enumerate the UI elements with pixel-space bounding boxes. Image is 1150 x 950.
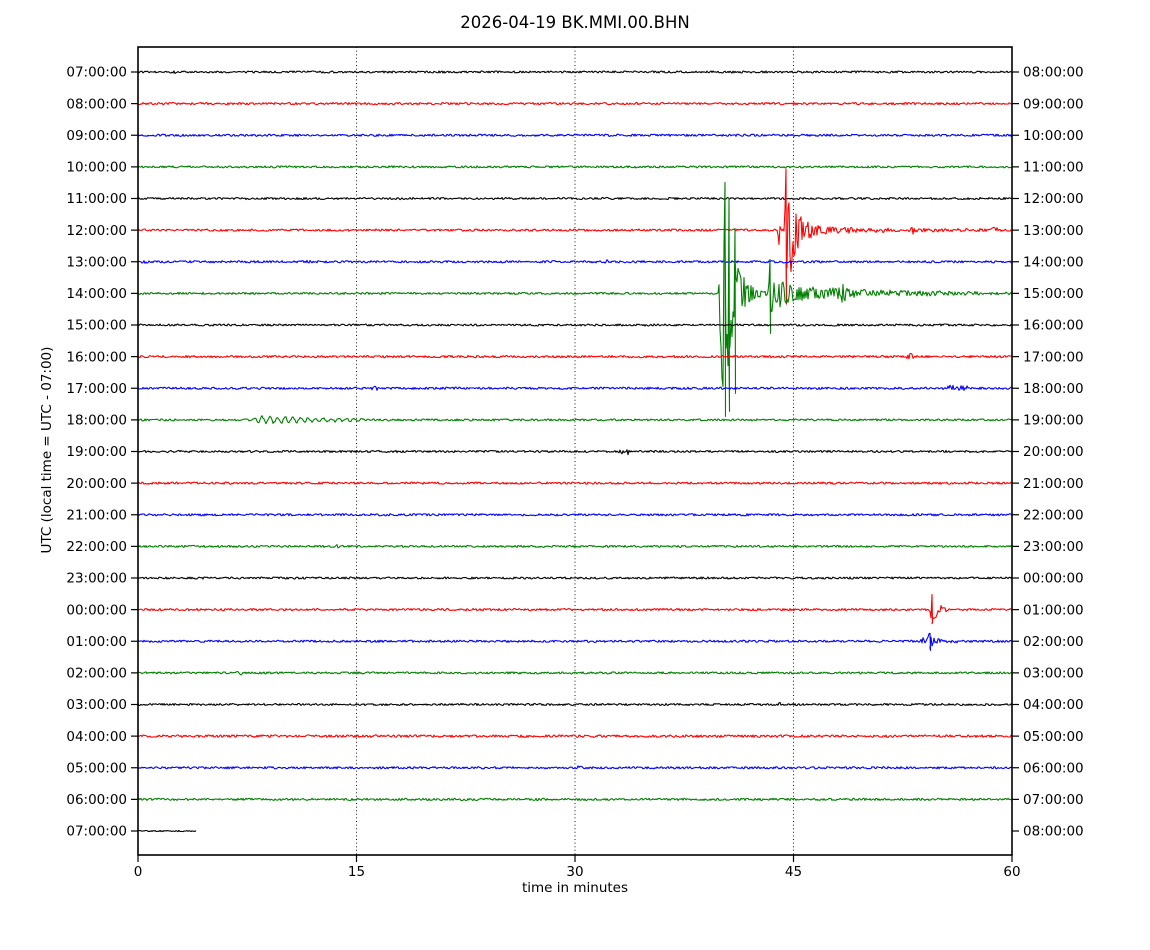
x-tick-label: 15	[348, 864, 365, 880]
utc-time-label: 16:00:00	[66, 349, 127, 365]
trace-line	[137, 101, 1013, 106]
trace-line	[138, 481, 1013, 485]
x-tick-label: 45	[785, 864, 802, 880]
local-time-label: 23:00:00	[1023, 539, 1084, 555]
local-time-label: 20:00:00	[1023, 444, 1084, 460]
local-time-label: 12:00:00	[1023, 191, 1084, 207]
utc-time-label: 19:00:00	[66, 444, 127, 460]
local-time-label: 09:00:00	[1023, 96, 1084, 112]
trace-line	[137, 632, 1013, 651]
local-time-label: 08:00:00	[1023, 65, 1084, 81]
local-time-label: 10:00:00	[1023, 128, 1084, 144]
utc-time-label: 14:00:00	[66, 286, 127, 302]
trace-line	[137, 449, 1013, 456]
local-time-label: 03:00:00	[1023, 666, 1084, 682]
trace-line	[137, 70, 1013, 75]
utc-time-label: 15:00:00	[66, 318, 127, 334]
local-time-label: 00:00:00	[1023, 571, 1084, 587]
utc-time-label: 13:00:00	[66, 254, 127, 270]
local-time-label: 05:00:00	[1023, 729, 1084, 745]
trace-line	[137, 765, 1013, 770]
trace-line	[137, 829, 197, 833]
x-axis-label: time in minutes	[521, 880, 629, 896]
local-time-label: 13:00:00	[1023, 223, 1084, 239]
local-time-label: 16:00:00	[1023, 318, 1084, 334]
trace-line	[137, 797, 1013, 802]
local-time-label: 14:00:00	[1023, 254, 1084, 270]
local-time-label: 11:00:00	[1023, 160, 1084, 176]
trace-line	[138, 594, 1013, 625]
trace-line	[137, 165, 1013, 169]
trace-line	[137, 133, 1013, 137]
trace-line	[137, 670, 1013, 676]
trace-line	[137, 181, 1013, 417]
local-time-label: 04:00:00	[1023, 697, 1084, 713]
local-time-label: 06:00:00	[1023, 760, 1084, 776]
local-time-label: 18:00:00	[1023, 381, 1084, 397]
utc-time-label: 11:00:00	[66, 191, 127, 207]
local-time-label: 07:00:00	[1023, 792, 1084, 808]
trace-line	[137, 701, 1013, 707]
x-tick-label: 30	[566, 864, 583, 880]
utc-time-label: 02:00:00	[66, 666, 127, 682]
utc-time-label: 07:00:00	[66, 824, 127, 840]
trace-line	[137, 259, 1013, 264]
trace-line	[137, 734, 1013, 738]
utc-time-label: 01:00:00	[66, 634, 127, 650]
trace-line	[137, 576, 1013, 580]
utc-time-label: 17:00:00	[66, 381, 127, 397]
local-time-label: 15:00:00	[1023, 286, 1084, 302]
utc-time-label: 00:00:00	[66, 602, 127, 618]
utc-time-label: 23:00:00	[66, 571, 127, 587]
utc-time-label: 12:00:00	[66, 223, 127, 239]
utc-time-label: 06:00:00	[66, 792, 127, 808]
trace-line	[137, 323, 1013, 327]
utc-time-label: 20:00:00	[66, 476, 127, 492]
local-time-label: 17:00:00	[1023, 349, 1084, 365]
local-time-label: 02:00:00	[1023, 634, 1084, 650]
trace-line	[137, 384, 1012, 391]
utc-time-label: 07:00:00	[66, 65, 127, 81]
trace-line	[137, 415, 1013, 425]
local-time-label: 01:00:00	[1023, 602, 1084, 618]
utc-time-label: 03:00:00	[66, 697, 127, 713]
x-tick-label: 0	[134, 864, 143, 880]
x-tick-label: 60	[1003, 864, 1020, 880]
utc-time-label: 04:00:00	[66, 729, 127, 745]
trace-line	[137, 513, 1013, 517]
local-time-label: 21:00:00	[1023, 476, 1084, 492]
utc-time-label: 10:00:00	[66, 160, 127, 176]
local-time-label: 08:00:00	[1023, 824, 1084, 840]
trace-line	[137, 196, 1013, 201]
utc-time-label: 22:00:00	[66, 539, 127, 555]
trace-line	[137, 544, 1012, 549]
utc-time-label: 18:00:00	[66, 413, 127, 429]
local-time-label: 22:00:00	[1023, 507, 1084, 523]
trace-line	[137, 168, 1013, 305]
local-time-label: 19:00:00	[1023, 413, 1084, 429]
utc-time-label: 21:00:00	[66, 507, 127, 523]
utc-time-label: 09:00:00	[66, 128, 127, 144]
chart-title: 2026-04-19 BK.MMI.00.BHN	[460, 13, 690, 32]
trace-line	[137, 352, 1013, 360]
utc-time-label: 05:00:00	[66, 760, 127, 776]
utc-time-label: 08:00:00	[66, 96, 127, 112]
